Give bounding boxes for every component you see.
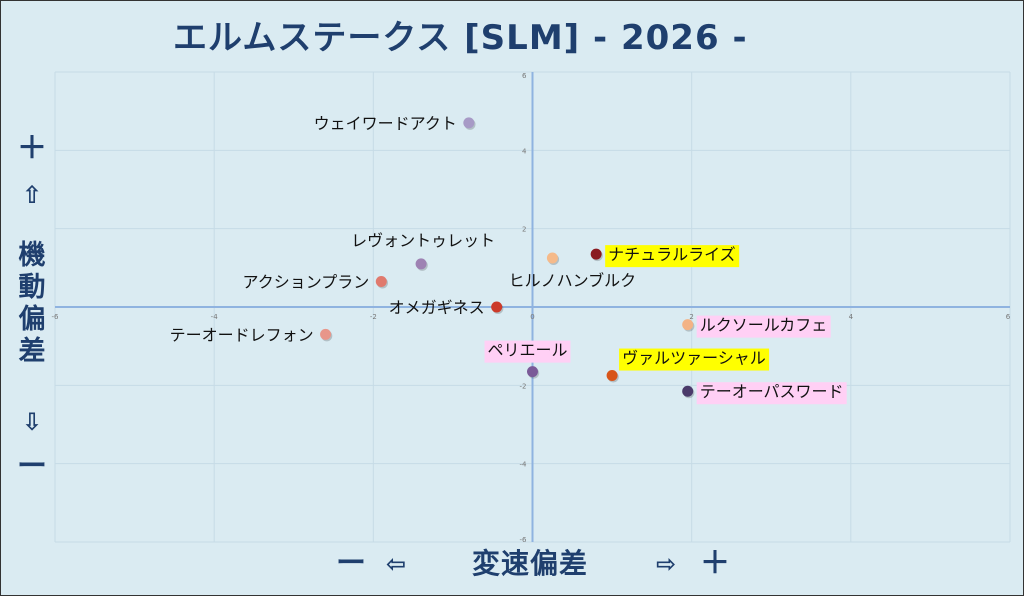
label-highlight: [619, 348, 770, 371]
data-point: [546, 252, 558, 264]
label-highlight: [696, 315, 831, 338]
data-point: [590, 248, 602, 260]
x-tick-label: 4: [849, 313, 854, 321]
chart-title: エルムステークス [SLM] - 2026 -: [173, 18, 748, 58]
data-point: [682, 319, 694, 331]
data-point: [527, 366, 538, 378]
x-tick-label: -2: [370, 313, 377, 321]
x-tick-label: -4: [211, 313, 219, 321]
left-arrow-icon: ⇦: [386, 550, 407, 578]
point-label: レヴォントゥレット: [351, 231, 495, 250]
x-tick-label: 0: [530, 313, 534, 321]
y-tick-label: 6: [522, 72, 527, 80]
data-point: [606, 370, 618, 382]
y-axis-label: 機動偏差: [18, 240, 46, 367]
point-label: オメガギネス: [389, 298, 485, 317]
label-highlight: [696, 382, 847, 405]
point-label: テーオーパスワード: [700, 382, 844, 401]
label-highlight: [484, 340, 571, 363]
data-point: [463, 117, 475, 129]
label-highlight: [605, 245, 740, 268]
down-arrow-icon: ⇩: [21, 408, 43, 436]
point-label: ルクソールカフェ: [700, 316, 828, 335]
point-label: ヴァルツァーシャル: [622, 349, 766, 368]
data-point: [415, 258, 427, 270]
point-label: ナチュラルライズ: [608, 245, 736, 264]
point-label: ヒルノハンブルク: [509, 271, 637, 290]
data-point: [320, 328, 332, 340]
data-point: [491, 301, 503, 313]
data-point: [682, 385, 694, 397]
x-tick-label: -6: [52, 313, 60, 321]
y-axis-plus-symbol: ＋: [17, 131, 47, 166]
right-arrow-icon: ⇨: [656, 550, 677, 578]
y-tick-label: -6: [520, 536, 528, 544]
y-tick-label: -4: [520, 461, 528, 469]
point-label: アクションプラン: [243, 273, 370, 292]
point-label: テーオードレフォン: [170, 325, 314, 344]
point-label: ウェイワードアクト: [314, 114, 457, 133]
up-arrow-icon: ⇧: [21, 181, 43, 209]
x-axis-label: 変速偏差: [472, 547, 589, 580]
y-tick-label: 2: [522, 226, 526, 234]
y-axis-minus-symbol: ー: [17, 449, 47, 484]
data-point: [375, 276, 387, 288]
x-tick-label: 2: [689, 313, 693, 321]
x-tick-label: 6: [1006, 313, 1011, 321]
y-tick-label: 4: [522, 147, 527, 155]
y-tick-label: -2: [520, 382, 527, 390]
point-label: ペリエール: [488, 341, 568, 360]
x-axis-plus-symbol: ＋: [700, 546, 730, 581]
x-axis-minus-symbol: ー: [336, 546, 366, 581]
